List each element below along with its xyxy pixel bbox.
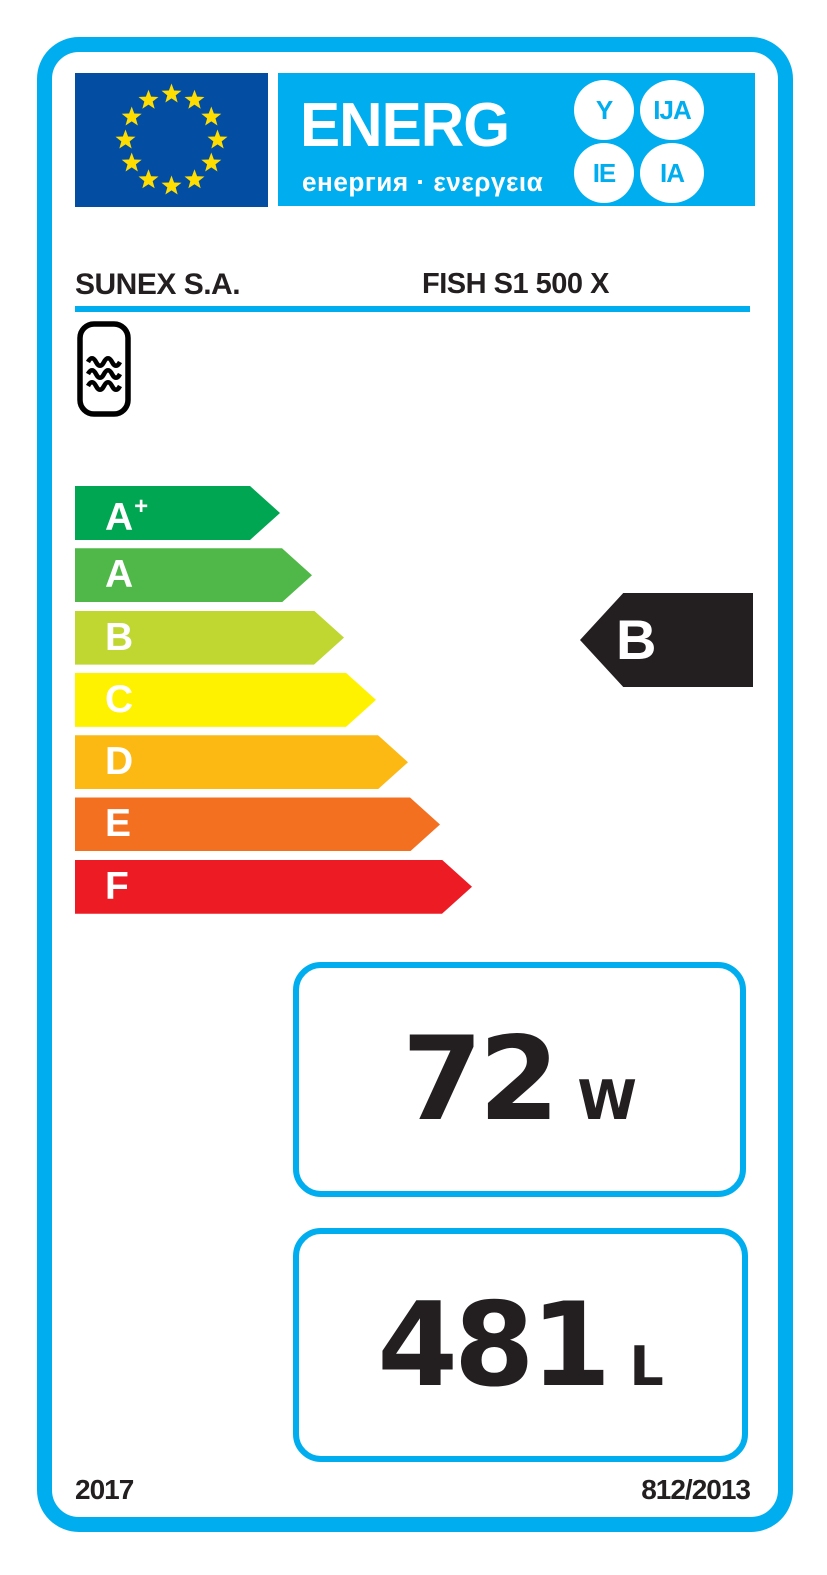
- energ-circle-ia: IA: [640, 143, 704, 203]
- energ-circle-y: Y: [574, 80, 634, 140]
- storage-volume-line: 481 L: [377, 1278, 664, 1413]
- class-arrow-c: C: [75, 673, 376, 727]
- storage-volume-value: 481: [377, 1277, 611, 1413]
- class-letter: A: [105, 553, 134, 597]
- class-arrow-aplus: A+: [75, 486, 280, 540]
- hot-water-storage-tank-icon: [77, 321, 131, 417]
- class-arrow-a: A: [75, 548, 312, 602]
- class-letter: D: [105, 740, 134, 784]
- class-arrow-e: E: [75, 797, 440, 851]
- regulation-number: 812/2013: [641, 1474, 751, 1505]
- standing-loss-unit: W: [577, 1069, 637, 1132]
- model-identifier: FISH S1 500 X: [422, 268, 609, 300]
- rating-class-letter: B: [616, 608, 657, 671]
- efficiency-scale: A+ A B C D E F: [75, 486, 475, 922]
- energ-circle-ie: IE: [574, 143, 634, 203]
- label-year: 2017: [75, 1474, 134, 1505]
- class-letter: F: [105, 864, 129, 908]
- storage-volume-unit: L: [629, 1334, 664, 1398]
- energ-logo-text: ENERG: [300, 91, 510, 160]
- energ-language-circles: Y IJA IE IA: [574, 80, 744, 205]
- standing-loss-value: 72: [401, 1012, 559, 1147]
- energ-logo-box: ENERG енергия · ενεργεια Y IJA IE IA: [278, 73, 755, 206]
- class-letter: A+: [105, 492, 149, 539]
- energ-circle-ija: IJA: [640, 80, 704, 140]
- supplier-name: SUNEX S.A.: [75, 268, 241, 301]
- storage-volume-box: 481 L: [293, 1228, 748, 1462]
- class-letter: C: [105, 677, 134, 721]
- class-letter: B: [105, 615, 134, 659]
- eu-flag-icon: [75, 73, 268, 207]
- class-arrow-d: D: [75, 735, 408, 789]
- class-arrow-f: F: [75, 860, 472, 914]
- class-arrow-b: B: [75, 611, 344, 665]
- standing-loss-box: 72 W: [293, 962, 746, 1197]
- header-separator-line: [75, 306, 750, 312]
- energ-logo-subtitle: енергия · ενεργεια: [302, 167, 544, 197]
- standing-loss-line: 72 W: [402, 1012, 637, 1147]
- class-letter: E: [105, 802, 132, 846]
